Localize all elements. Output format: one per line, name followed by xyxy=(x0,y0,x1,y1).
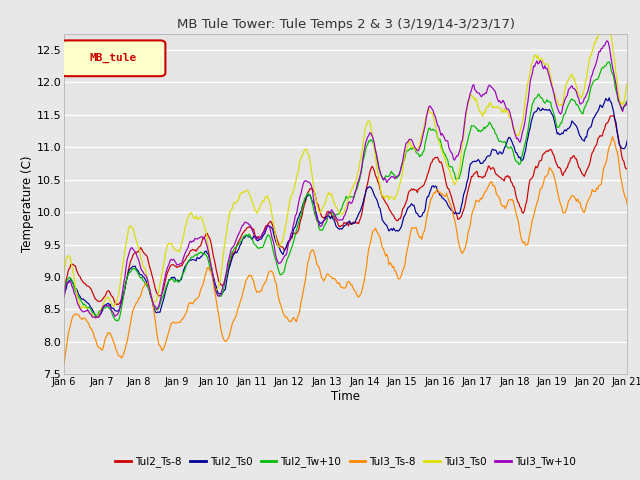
Tul2_Tw+10 xyxy=(623,100,631,106)
Tul3_Tw+10 xyxy=(397,168,404,174)
Tul2_Ts-8 xyxy=(609,113,616,119)
Tul3_Ts-8 xyxy=(396,276,403,282)
Tul2_Tw+10 xyxy=(612,87,620,93)
Tul3_Ts-8 xyxy=(365,246,372,252)
Tul3_Ts0 xyxy=(523,87,531,93)
Tul3_Tw+10 xyxy=(366,130,374,135)
Tul2_Ts0 xyxy=(612,120,620,125)
Tul2_Tw+10 xyxy=(60,289,68,295)
Tul3_Ts-8 xyxy=(328,274,335,280)
Tul2_Ts-8 xyxy=(329,214,337,220)
Line: Tul2_Ts0: Tul2_Ts0 xyxy=(64,98,627,317)
Tul2_Tw+10 xyxy=(366,139,374,144)
Tul2_Ts-8 xyxy=(115,302,122,308)
Tul3_Ts0 xyxy=(366,119,374,125)
Tul3_Ts-8 xyxy=(623,202,631,207)
Tul3_Tw+10 xyxy=(612,81,620,86)
Tul2_Tw+10 xyxy=(523,133,531,139)
Tul2_Ts-8 xyxy=(523,198,531,204)
Tul3_Ts0 xyxy=(397,179,404,184)
Line: Tul3_Ts0: Tul3_Ts0 xyxy=(64,23,627,318)
Tul2_Ts0 xyxy=(332,223,340,229)
Tul2_Ts0 xyxy=(397,226,404,231)
Tul3_Ts-8 xyxy=(609,134,616,140)
Tul3_Ts0 xyxy=(603,20,611,25)
Tul2_Ts-8 xyxy=(623,166,631,171)
Tul3_Tw+10 xyxy=(60,294,68,300)
Tul2_Ts-8 xyxy=(60,288,68,294)
Tul3_Ts-8 xyxy=(331,276,339,281)
Tul2_Ts-8 xyxy=(366,169,374,175)
Line: Tul3_Tw+10: Tul3_Tw+10 xyxy=(64,41,627,318)
Tul3_Ts0 xyxy=(92,315,99,321)
Legend: Tul2_Ts-8, Tul2_Ts0, Tul2_Tw+10, Tul3_Ts-8, Tul3_Ts0, Tul3_Tw+10: Tul2_Ts-8, Tul2_Ts0, Tul2_Tw+10, Tul3_Ts… xyxy=(111,452,580,471)
Tul3_Ts0 xyxy=(60,269,68,275)
Tul3_Tw+10 xyxy=(92,315,99,321)
Text: MB_tule: MB_tule xyxy=(90,53,137,63)
Line: Tul3_Ts-8: Tul3_Ts-8 xyxy=(64,137,627,363)
Tul3_Ts0 xyxy=(329,195,337,201)
Tul2_Tw+10 xyxy=(329,210,337,216)
Y-axis label: Temperature (C): Temperature (C) xyxy=(20,156,34,252)
Line: Tul2_Tw+10: Tul2_Tw+10 xyxy=(64,62,627,321)
Tul2_Tw+10 xyxy=(115,318,122,324)
Tul3_Ts0 xyxy=(623,80,631,85)
Tul3_Tw+10 xyxy=(603,38,611,44)
Tul2_Tw+10 xyxy=(605,59,613,65)
Tul3_Ts-8 xyxy=(522,242,529,248)
Tul2_Ts0 xyxy=(523,140,531,145)
X-axis label: Time: Time xyxy=(331,390,360,403)
Tul2_Ts0 xyxy=(60,294,68,300)
Title: MB Tule Tower: Tule Temps 2 & 3 (3/19/14-3/23/17): MB Tule Tower: Tule Temps 2 & 3 (3/19/14… xyxy=(177,18,515,31)
Tul3_Ts-8 xyxy=(60,360,68,366)
Line: Tul2_Ts-8: Tul2_Ts-8 xyxy=(64,116,627,305)
Tul2_Ts-8 xyxy=(332,217,340,223)
Tul2_Ts-8 xyxy=(397,216,404,221)
Tul2_Tw+10 xyxy=(397,168,404,173)
Tul2_Ts0 xyxy=(605,95,613,101)
Tul2_Ts0 xyxy=(366,184,374,190)
Tul2_Ts0 xyxy=(623,138,631,144)
Tul2_Ts-8 xyxy=(612,123,620,129)
Tul3_Ts0 xyxy=(612,71,620,76)
Tul3_Ts-8 xyxy=(611,140,619,145)
Tul3_Tw+10 xyxy=(332,215,340,220)
Tul2_Ts0 xyxy=(329,216,337,221)
Tul3_Tw+10 xyxy=(329,208,337,214)
Tul3_Tw+10 xyxy=(623,98,631,104)
Tul3_Tw+10 xyxy=(523,105,531,111)
FancyBboxPatch shape xyxy=(61,40,165,76)
Tul2_Ts0 xyxy=(94,314,102,320)
Tul2_Tw+10 xyxy=(332,212,340,217)
Tul3_Ts0 xyxy=(332,204,340,210)
